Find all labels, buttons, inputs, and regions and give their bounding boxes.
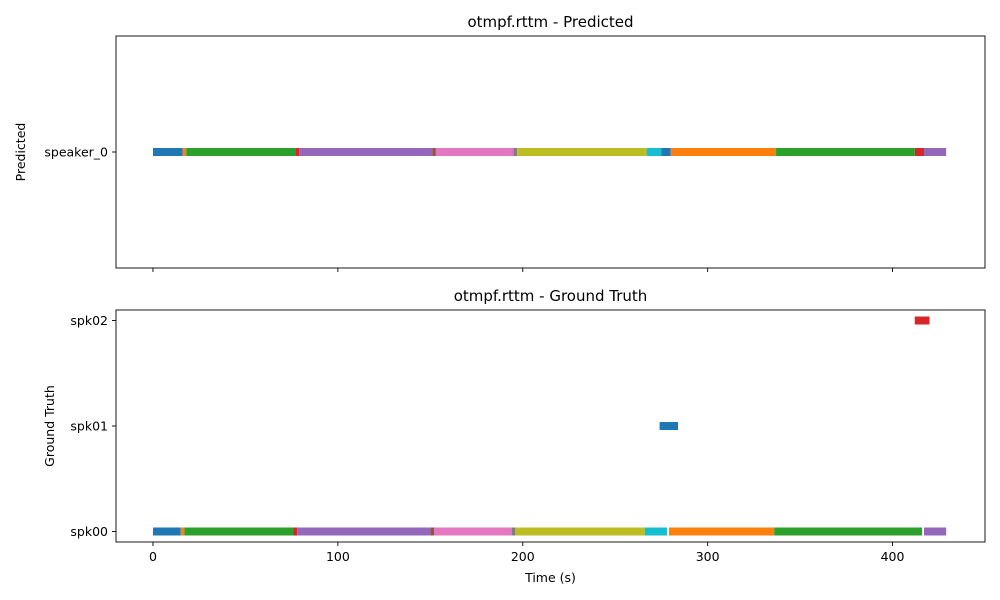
segment-bar [430, 527, 435, 536]
segment-bar [182, 148, 187, 156]
segment-bar [670, 148, 777, 156]
segment-bar [644, 527, 667, 536]
segment-bar [513, 148, 518, 156]
segment-bar [668, 527, 775, 536]
segment-bar [774, 527, 923, 536]
segment-bar [661, 148, 671, 156]
x-tick-label: 400 [881, 549, 905, 564]
segment-bar [434, 527, 512, 536]
segment-bar [914, 148, 924, 156]
segment-bar [435, 148, 514, 156]
segment-bar [295, 148, 300, 156]
chart-panel-1: speaker_0 otmpf.rttm - Predicted Predicted [13, 13, 986, 272]
x-axis-label: Time (s) [524, 570, 576, 585]
x-tick-label: 0 [149, 549, 157, 564]
segment-bar [184, 527, 294, 536]
segment-bar [152, 527, 181, 536]
segment-bar [776, 148, 915, 156]
segment-bar [517, 148, 647, 156]
y-axis-label: Predicted [13, 123, 28, 182]
segment-bar [923, 148, 947, 156]
y-tick-label: spk01 [70, 419, 108, 434]
segment-bar [293, 527, 298, 536]
chart-panel-2: spk00 spk01 spk02 0 100 200 300 400 otmpf.rttm -… [42, 287, 986, 585]
segment-bar [646, 148, 662, 156]
segment-bar [299, 148, 433, 156]
segment-bar [515, 527, 645, 536]
segment-bar [923, 527, 947, 536]
axes-frame [115, 309, 986, 543]
segment-bar [659, 422, 679, 430]
chart-title: otmpf.rttm - Predicted [467, 13, 633, 31]
x-tick-label: 300 [696, 549, 720, 564]
segment-bar [152, 148, 183, 156]
y-axis-label: Ground Truth [42, 385, 57, 467]
y-tick-label: spk00 [70, 524, 108, 539]
x-tick-label: 100 [326, 549, 350, 564]
y-tick-label: speaker_0 [44, 145, 108, 160]
segment-bar [511, 527, 516, 536]
x-tick-label: 200 [511, 549, 535, 564]
segment-bar [432, 148, 436, 156]
segment-bar [914, 316, 930, 325]
y-tick-label: spk02 [70, 313, 108, 328]
segment-bar [186, 148, 296, 156]
segment-bar [180, 527, 185, 536]
chart-title: otmpf.rttm - Ground Truth [454, 287, 648, 305]
segment-bar [297, 527, 431, 536]
